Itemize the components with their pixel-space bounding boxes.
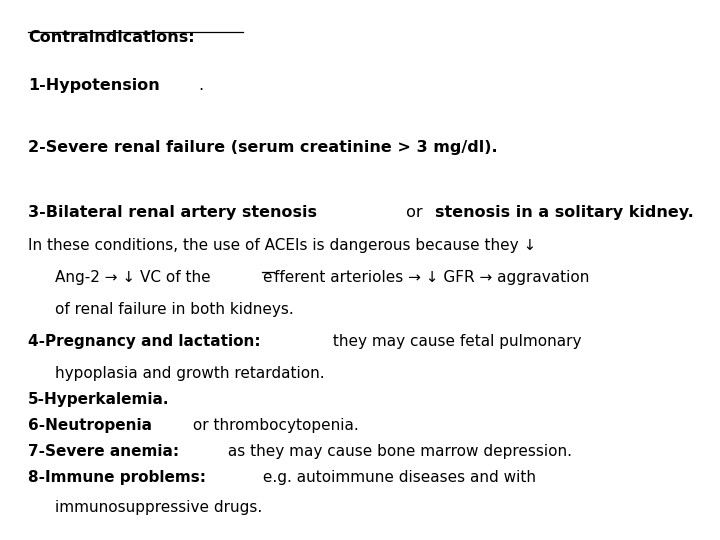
Text: stenosis in a solitary kidney.: stenosis in a solitary kidney.	[436, 205, 694, 220]
Text: Contraindications:: Contraindications:	[28, 30, 194, 45]
Text: e.g. autoimmune diseases and with: e.g. autoimmune diseases and with	[258, 470, 536, 485]
Text: fferent arterioles → ↓ GFR → aggravation: fferent arterioles → ↓ GFR → aggravation	[274, 270, 590, 285]
Text: 2-Severe renal failure (serum creatinine > 3 mg/dl).: 2-Severe renal failure (serum creatinine…	[28, 140, 498, 155]
Text: e: e	[262, 270, 271, 285]
Text: 7-Severe anemia:: 7-Severe anemia:	[28, 444, 179, 459]
Text: or: or	[401, 205, 428, 220]
Text: 3-Bilateral renal artery stenosis: 3-Bilateral renal artery stenosis	[28, 205, 317, 220]
Text: In these conditions, the use of ACEIs is dangerous because they ↓: In these conditions, the use of ACEIs is…	[28, 238, 536, 253]
Text: Ang-2 → ↓ VC of the: Ang-2 → ↓ VC of the	[55, 270, 215, 285]
Text: 4-Pregnancy and lactation:: 4-Pregnancy and lactation:	[28, 334, 261, 349]
Text: of renal failure in both kidneys.: of renal failure in both kidneys.	[55, 302, 294, 317]
Text: 1-Hypotension: 1-Hypotension	[28, 78, 160, 93]
Text: 6-Neutropenia: 6-Neutropenia	[28, 418, 152, 433]
Text: as they may cause bone marrow depression.: as they may cause bone marrow depression…	[223, 444, 572, 459]
Text: immunosuppressive drugs.: immunosuppressive drugs.	[55, 500, 262, 515]
Text: 5-Hyperkalemia.: 5-Hyperkalemia.	[28, 392, 169, 407]
Text: or thrombocytopenia.: or thrombocytopenia.	[188, 418, 359, 433]
Text: hypoplasia and growth retardation.: hypoplasia and growth retardation.	[55, 366, 325, 381]
Text: .: .	[198, 78, 203, 93]
Text: they may cause fetal pulmonary: they may cause fetal pulmonary	[328, 334, 582, 349]
Text: 8-Immune problems:: 8-Immune problems:	[28, 470, 206, 485]
